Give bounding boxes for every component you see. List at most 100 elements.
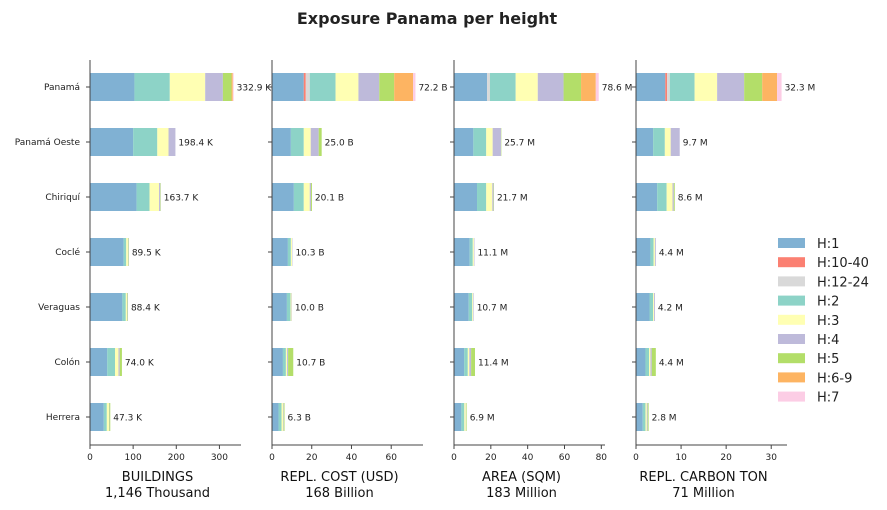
bar-panama-h-2 — [309, 73, 336, 101]
total-label-veraguas: 10.0 B — [295, 304, 324, 314]
bar-veraguas-h-2 — [649, 293, 654, 321]
bar-colon-h-5 — [288, 348, 294, 376]
total-label-panama: 32.3 M — [785, 84, 816, 94]
bar-panama-h-5 — [222, 73, 232, 101]
bar-panama-h-7 — [777, 73, 782, 101]
x-axis-subtitle: 71 Million — [672, 486, 735, 501]
total-label-colon: 10.7 B — [296, 359, 325, 369]
panel-2: 72.2 B 25.0 B 20.1 B 10.3 B 10.0 B 10.7 B 6.3 … — [268, 60, 448, 501]
bar-panama-oeste-h-2 — [290, 128, 304, 156]
bar-panama-oeste-h-3 — [486, 128, 493, 156]
legend-swatch-h-10-40 — [778, 257, 805, 268]
bar-herrera-h-3 — [281, 403, 284, 431]
bar-colon-h-2 — [107, 348, 116, 376]
legend-label-h-12-24: H:12-24 — [817, 275, 869, 290]
legend-swatch-h-7 — [778, 391, 805, 402]
total-label-panama: 332.9 K — [237, 84, 273, 94]
x-tick-label: 20 — [720, 453, 732, 463]
bar-chiriqui-h-2 — [657, 183, 667, 211]
bar-panama-h-10-40 — [665, 73, 668, 101]
bar-panama-oeste-h-3 — [664, 128, 671, 156]
bar-chiriqui-h-1 — [272, 183, 294, 211]
bar-herrera-h-2 — [278, 403, 282, 431]
bar-panama-h-1 — [90, 73, 135, 101]
bar-panama-oeste-h-2 — [653, 128, 665, 156]
bar-panama-h-6-9 — [762, 73, 778, 101]
x-tick-label: 40 — [522, 453, 534, 463]
panels: 332.9 K 198.4 K 163.7 K 89.5 K 88.4 K 74.0 K 4… — [15, 60, 815, 501]
total-label-panama: 78.6 M — [602, 84, 633, 94]
x-tick-label: 0 — [269, 453, 275, 463]
bar-veraguas-h-1 — [90, 293, 123, 321]
legend: H:1 H:10-40 H:12-24 H:2 H:3 H:4 H:5 H:6-9 H:7 — [778, 237, 869, 406]
bar-panama-oeste-h-4 — [670, 128, 680, 156]
x-axis-label: REPL. COST (USD) — [280, 470, 398, 485]
bar-veraguas-h-2 — [122, 293, 126, 321]
bar-chiriqui-h-4 — [672, 183, 674, 211]
bar-herrera-h-1 — [454, 403, 462, 431]
category-label-herrera: Herrera — [46, 413, 80, 423]
bar-panama-h-7 — [232, 73, 234, 101]
total-label-chiriqui: 163.7 K — [164, 194, 200, 204]
bar-cocle-h-1 — [454, 238, 470, 266]
bar-herrera-h-5 — [466, 403, 467, 431]
x-tick-label: 0 — [633, 453, 639, 463]
legend-label-h-4: H:4 — [817, 333, 839, 348]
bar-panama-h-1 — [272, 73, 304, 101]
bar-panama-h-4 — [205, 73, 223, 101]
total-label-cocle: 10.3 B — [295, 249, 324, 259]
bar-colon-h-2 — [282, 348, 286, 376]
bar-colon-h-3 — [115, 348, 119, 376]
x-tick-label: 60 — [385, 453, 397, 463]
total-label-cocle: 89.5 K — [132, 249, 162, 259]
panel-3: 78.6 M 25.7 M 21.7 M 11.1 M 10.7 M 11.4 M 6.9 … — [450, 60, 632, 501]
bar-panama-oeste-h-4 — [168, 128, 176, 156]
bar-chiriqui-h-4 — [309, 183, 311, 211]
bar-chiriqui-h-3 — [303, 183, 310, 211]
legend-label-h-1: H:1 — [817, 237, 839, 252]
bar-panama-oeste-h-1 — [454, 128, 474, 156]
bar-chiriqui-h-2 — [293, 183, 304, 211]
bar-chiriqui-h-4 — [492, 183, 494, 211]
legend-label-h-2: H:2 — [817, 295, 839, 310]
x-tick-label: 60 — [559, 453, 571, 463]
bar-colon-h-3 — [285, 348, 288, 376]
bar-panama-oeste-h-2 — [133, 128, 158, 156]
bar-herrera-h-1 — [90, 403, 104, 431]
x-tick-label: 200 — [168, 453, 185, 463]
bar-panama-h-7 — [595, 73, 599, 101]
bar-panama-h-3 — [169, 73, 206, 101]
x-tick-label: 40 — [346, 453, 358, 463]
bar-panama-h-12-24 — [487, 73, 490, 101]
bar-chiriqui-h-3 — [486, 183, 493, 211]
bar-herrera-h-4 — [646, 403, 648, 431]
bar-panama-h-6-9 — [231, 73, 233, 101]
total-label-herrera: 6.9 M — [470, 414, 495, 424]
legend-label-h-10-40: H:10-40 — [817, 256, 869, 271]
bar-chiriqui-h-2 — [136, 183, 150, 211]
bar-panama-h-12-24 — [305, 73, 310, 101]
bar-chiriqui-h-3 — [149, 183, 160, 211]
bar-colon-h-2 — [645, 348, 650, 376]
bar-panama-oeste-h-3 — [303, 128, 311, 156]
bar-colon-h-4 — [118, 348, 120, 376]
bar-cocle-h-2 — [287, 238, 291, 266]
bar-veraguas-h-2 — [286, 293, 291, 321]
x-tick-label: 10 — [675, 453, 687, 463]
total-label-chiriqui: 8.6 M — [678, 194, 703, 204]
x-axis-label: AREA (SQM) — [482, 470, 561, 485]
total-label-colon: 74.0 K — [125, 359, 155, 369]
bar-herrera-h-1 — [272, 403, 279, 431]
total-label-panama-oeste: 9.7 M — [683, 139, 708, 149]
bar-herrera-h-5 — [283, 403, 285, 431]
panel-4: 32.3 M 9.7 M 8.6 M 4.4 M 4.2 M 4.4 M 2.8 M 0 10 2… — [632, 60, 815, 501]
bar-colon-h-5 — [471, 348, 475, 376]
total-label-veraguas: 4.2 M — [658, 304, 683, 314]
bar-chiriqui-h-1 — [90, 183, 137, 211]
bar-colon-h-1 — [90, 348, 108, 376]
x-axis-subtitle: 183 Million — [486, 486, 557, 501]
bar-panama-oeste-h-4 — [310, 128, 319, 156]
bar-chiriqui-h-1 — [454, 183, 478, 211]
bar-veraguas-h-3 — [472, 293, 474, 321]
